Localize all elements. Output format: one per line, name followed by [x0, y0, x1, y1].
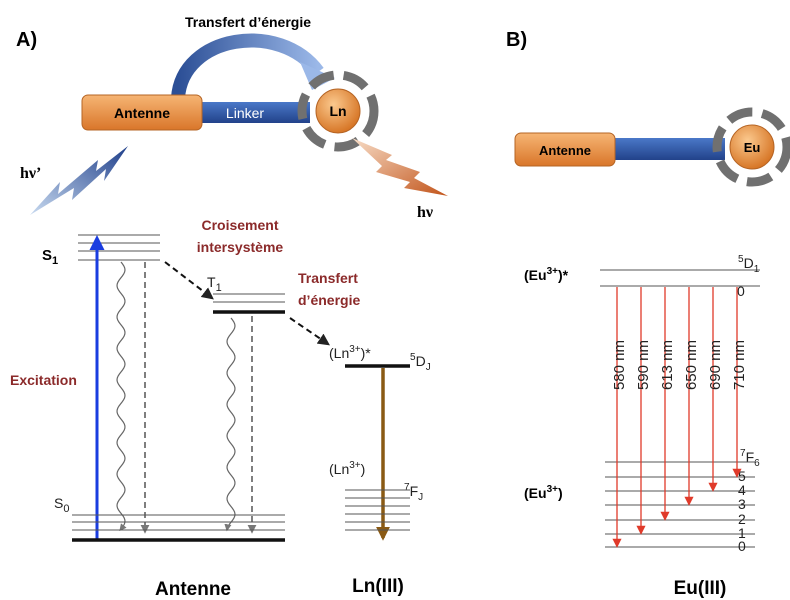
level-number: 0 [737, 283, 745, 299]
panel-label: A) [16, 29, 37, 51]
isc-arrow [165, 262, 212, 298]
level-number: 3 [738, 496, 746, 512]
emission-label: 690 nm [707, 340, 724, 390]
photon-out [352, 138, 448, 196]
et-label: Transfert [298, 270, 358, 286]
emission-label: 650 nm [683, 340, 700, 390]
s1-label: S1 [42, 247, 58, 267]
eu-excited-label: (Eu3+)* [524, 266, 569, 283]
transfer-arc [178, 41, 318, 98]
emission-label: 580 nm [611, 340, 628, 390]
ln-ground-levels [345, 490, 410, 530]
ln-ground-term: 7FJ [404, 482, 423, 503]
linker-label: Linker [226, 105, 264, 121]
transfer-label: Transfert d’énergie [185, 14, 311, 30]
ln-ground-label: (Ln3+) [329, 460, 365, 477]
photon-in [30, 146, 128, 215]
ion-label: Ln [329, 103, 346, 119]
transfer-arrow [290, 318, 328, 344]
t1-label: T1 [207, 274, 222, 294]
s1-levels [78, 235, 160, 260]
isc-label: intersystème [197, 239, 284, 255]
ln-excited-term: 5DJ [410, 352, 431, 373]
nonradiative-decay [227, 318, 235, 530]
emission-label: 590 nm [635, 340, 652, 390]
t1-levels [213, 294, 285, 312]
ln-excited-label: (Ln3+)* [329, 344, 371, 361]
figure: A) Transfert d’énergie Linker Antenne Ln… [0, 0, 790, 600]
linker-bar [610, 138, 725, 160]
nonradiative-decay [117, 262, 125, 530]
eu-ground-label: (Eu3+) [524, 484, 563, 501]
caption: Antenne [155, 579, 231, 600]
caption: Eu(III) [674, 578, 727, 599]
photon-out-label: hν [417, 204, 433, 221]
ion-label: Eu [744, 140, 761, 155]
level-number: 0 [738, 538, 746, 554]
emission-label: 710 nm [731, 340, 748, 390]
eu-ground-term: 7F6 [740, 448, 760, 469]
caption: Ln(III) [352, 576, 404, 597]
antenna-label: Antenne [114, 105, 170, 121]
s0-label: S0 [54, 495, 69, 515]
emission-label: 613 nm [659, 340, 676, 390]
isc-label: Croisement [201, 217, 278, 233]
eu-excited-term: 5D1 [738, 254, 760, 275]
panel-label: B) [506, 29, 527, 51]
photon-in-label: hν’ [20, 165, 41, 182]
antenna-label: Antenne [539, 143, 591, 158]
et-label: d’énergie [298, 292, 360, 308]
excitation-label: Excitation [10, 372, 77, 388]
s0-levels [72, 515, 285, 540]
